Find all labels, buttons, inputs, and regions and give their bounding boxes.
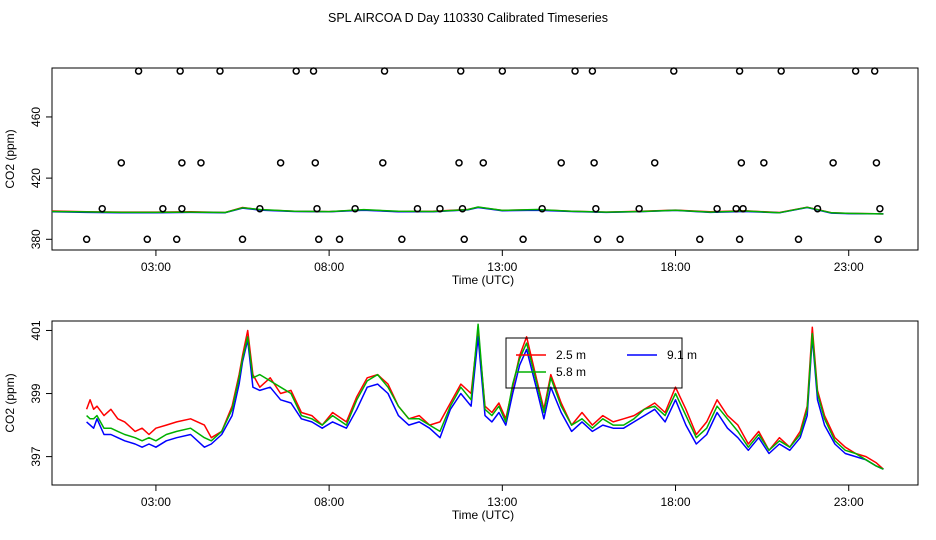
- calibration-point: [82, 235, 91, 244]
- calibration-point: [413, 204, 422, 213]
- calibration-point: [650, 159, 659, 167]
- calibration-point: [635, 204, 643, 213]
- calibration-point: [851, 67, 860, 75]
- x-axis-label: Time (UTC): [452, 273, 514, 287]
- legend-box: [505, 337, 683, 389]
- calibration-point: [238, 235, 247, 244]
- calibration-point: [813, 204, 822, 213]
- x-tick-label: 18:00: [661, 495, 691, 509]
- series-line-5-8-m: [52, 206, 884, 215]
- calibration-point: [197, 159, 205, 167]
- calibration-point: [592, 204, 600, 213]
- calibration-point: [739, 204, 747, 213]
- calibration-point: [479, 159, 488, 167]
- y-tick-label: 380: [29, 229, 43, 249]
- y-tick-label: 397: [29, 446, 43, 466]
- calibration-point: [159, 204, 167, 213]
- calibration-point: [498, 67, 507, 75]
- calibration-point: [870, 67, 879, 75]
- calibration-point: [588, 67, 597, 75]
- top-panel: 03:00 08:00 13:00 18:00 23:00 380 420 460 Time (…: [3, 67, 919, 287]
- x-tick-label: 03:00: [141, 260, 171, 274]
- series-line-9-1-m: [86, 336, 884, 470]
- calibration-point: [134, 67, 143, 75]
- calibration-point: [143, 235, 152, 244]
- bottom-panel: 03:00 08:00 13:00 18:00 23:00 397 399 401 Time (…: [3, 320, 919, 522]
- calibration-point: [436, 204, 444, 213]
- calibration-point: [593, 235, 602, 244]
- x-tick-label: 18:00: [661, 260, 691, 274]
- series-line-2-5-m: [85, 326, 884, 470]
- calibration-point: [117, 159, 126, 167]
- x-tick-label: 03:00: [141, 495, 171, 509]
- calibration-point: [455, 159, 463, 167]
- calibration-point: [571, 67, 579, 75]
- calibration-point: [829, 159, 837, 167]
- calibration-point: [176, 67, 184, 75]
- calibration-point: [314, 235, 323, 244]
- calibration-point: [874, 235, 882, 244]
- x-axis-label: Time (UTC): [452, 508, 514, 522]
- calibration-point: [670, 67, 678, 75]
- legend-label: 9.1 m: [667, 348, 697, 362]
- calibration-point: [876, 204, 884, 213]
- x-tick-label: 23:00: [834, 495, 864, 509]
- calibration-point: [794, 235, 803, 244]
- calibration-point: [335, 235, 344, 244]
- calibration-point: [311, 159, 320, 167]
- calibration-point: [737, 159, 746, 167]
- x-tick-label: 13:00: [487, 495, 517, 509]
- calibration-point: [178, 159, 186, 167]
- calibration-point: [557, 159, 565, 167]
- calibration-point: [276, 159, 285, 167]
- calibration-point: [732, 204, 740, 213]
- legend-label: 2.5 m: [556, 348, 586, 362]
- calibration-point: [713, 204, 721, 213]
- calibration-point: [380, 67, 389, 75]
- calibration-point: [216, 67, 224, 75]
- calibration-point: [309, 67, 318, 75]
- calibration-point: [735, 67, 744, 75]
- x-tick-label: 08:00: [314, 495, 344, 509]
- calibration-point: [460, 235, 468, 244]
- y-axis-label: CO2 (ppm): [3, 129, 17, 188]
- chart-title: SPL AIRCOA D Day 110330 Calibrated Times…: [328, 11, 608, 25]
- calibration-point: [735, 235, 744, 244]
- y-tick-label: 401: [29, 320, 43, 340]
- calibration-point: [872, 159, 881, 167]
- calibration-point: [398, 235, 406, 244]
- y-tick-label: 420: [29, 168, 43, 188]
- calibration-point: [696, 235, 704, 244]
- calibration-point: [379, 159, 387, 167]
- calibration-point: [98, 204, 106, 213]
- calibration-point: [777, 67, 785, 75]
- calibration-point: [457, 67, 465, 75]
- y-axis-label: CO2 (ppm): [3, 373, 17, 432]
- x-tick-label: 23:00: [834, 260, 864, 274]
- plot-frame: [51, 320, 919, 486]
- series-line-5-8-m: [86, 323, 884, 470]
- calibration-point: [292, 67, 300, 75]
- plot-frame: [51, 67, 919, 251]
- calibration-point: [351, 204, 359, 213]
- calibration-point: [256, 204, 264, 213]
- calibration-point: [760, 159, 768, 167]
- calibration-point: [538, 204, 546, 213]
- y-tick-label: 460: [29, 107, 43, 127]
- x-tick-label: 13:00: [487, 260, 517, 274]
- calibration-point: [313, 204, 321, 213]
- calibration-point: [172, 235, 181, 244]
- calibration-point: [178, 204, 186, 213]
- y-tick-label: 399: [29, 383, 43, 403]
- calibration-point: [616, 235, 624, 244]
- legend-label: 5.8 m: [556, 365, 586, 379]
- calibration-point: [458, 204, 467, 213]
- calibration-point: [519, 235, 527, 244]
- x-tick-label: 08:00: [314, 260, 344, 274]
- calibration-point: [590, 159, 598, 167]
